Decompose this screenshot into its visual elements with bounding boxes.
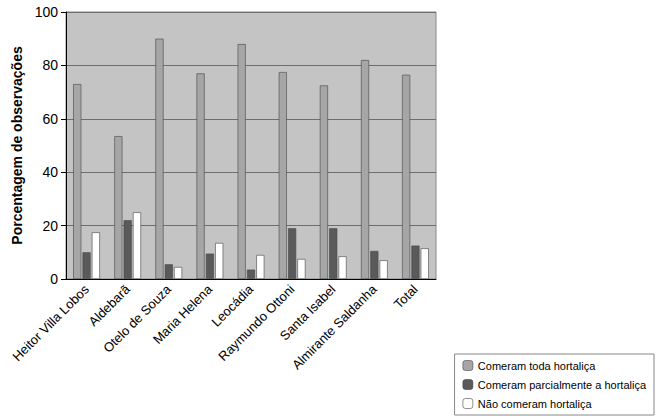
svg-text:Almirante Saldanha: Almirante Saldanha — [289, 281, 380, 372]
svg-text:100: 100 — [35, 4, 59, 20]
svg-text:Leocádia: Leocádia — [208, 281, 257, 330]
svg-text:Não comeram hortaliça: Não comeram hortaliça — [478, 398, 593, 410]
svg-text:0: 0 — [50, 271, 58, 287]
svg-text:Santa Isabel: Santa Isabel — [276, 281, 339, 344]
svg-text:Otelo de Souza: Otelo de Souza — [100, 281, 174, 355]
svg-text:60: 60 — [42, 111, 58, 127]
svg-text:Total: Total — [391, 282, 421, 312]
svg-text:Comeram toda hortaliça: Comeram toda hortaliça — [478, 360, 596, 372]
svg-text:Porcentagem de observações: Porcentagem de observações — [9, 46, 25, 245]
svg-text:20: 20 — [42, 218, 58, 234]
svg-text:40: 40 — [42, 164, 58, 180]
svg-text:Raymundo Ottoni: Raymundo Ottoni — [215, 282, 297, 364]
svg-text:80: 80 — [42, 57, 58, 73]
svg-text:Heitor Villa Lobos: Heitor Villa Lobos — [9, 281, 92, 364]
svg-text:Comeram parcialmente a hortali: Comeram parcialmente a hortaliça — [478, 379, 647, 391]
svg-text:Aldebarã: Aldebarã — [85, 281, 133, 330]
svg-text:Maria Helena: Maria Helena — [150, 281, 216, 347]
